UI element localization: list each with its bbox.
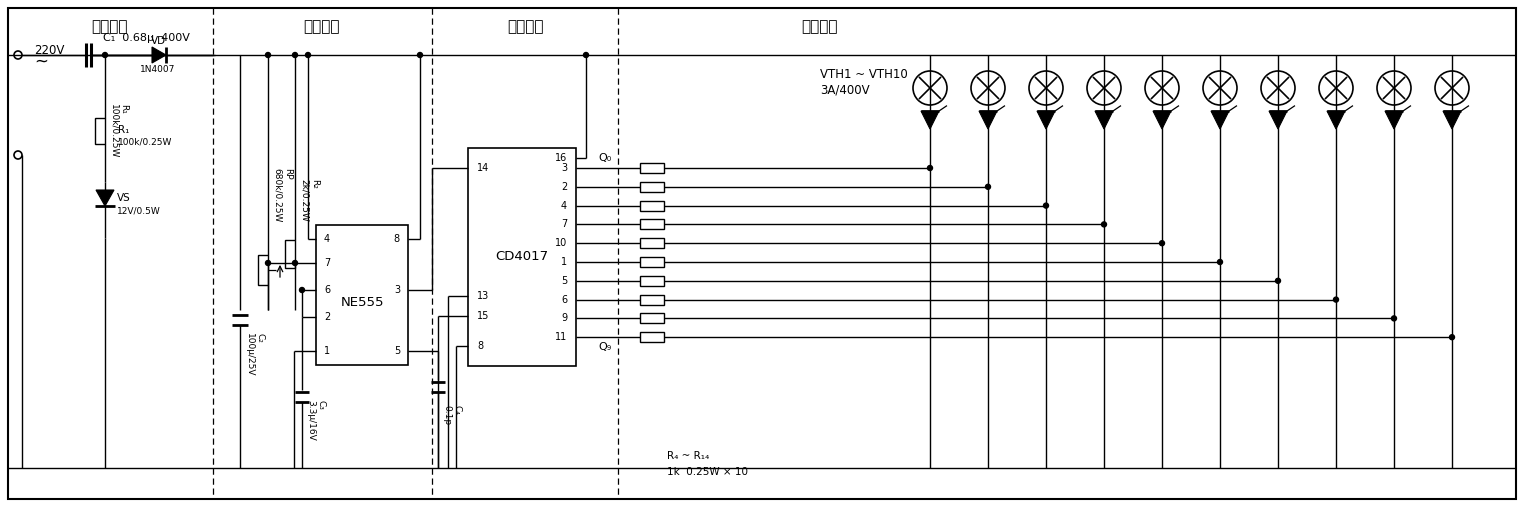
Bar	[640, 295, 664, 305]
Polygon shape	[1036, 111, 1055, 129]
Text: 100k/0.25W: 100k/0.25W	[117, 137, 172, 147]
Polygon shape	[1096, 111, 1113, 129]
Circle shape	[1218, 260, 1222, 265]
Circle shape	[1276, 278, 1280, 283]
Text: 220V: 220V	[34, 44, 64, 56]
Text: VD: VD	[151, 36, 166, 46]
Text: C₂
100μ/25V: C₂ 100μ/25V	[245, 333, 264, 377]
Text: 5: 5	[393, 346, 399, 356]
Bar	[640, 276, 664, 286]
Text: 2: 2	[561, 182, 567, 192]
Text: CD4017: CD4017	[495, 250, 549, 264]
Text: C₄
0.1p: C₄ 0.1p	[442, 405, 462, 425]
Text: 8: 8	[393, 234, 399, 244]
Polygon shape	[96, 190, 114, 206]
Bar	[94, 118, 105, 144]
Circle shape	[265, 261, 270, 266]
Text: 14: 14	[477, 163, 489, 173]
Text: C₃
3.3μ/16V: C₃ 3.3μ/16V	[306, 400, 326, 441]
Circle shape	[265, 53, 270, 57]
Circle shape	[300, 287, 305, 293]
Text: 2: 2	[325, 312, 331, 322]
Text: R₂
2k/0.25W: R₂ 2k/0.25W	[300, 178, 320, 222]
Text: 9: 9	[561, 313, 567, 323]
Text: 5: 5	[561, 276, 567, 286]
Text: Q₉: Q₉	[597, 342, 611, 352]
Text: 4: 4	[325, 234, 331, 244]
Text: 13: 13	[477, 291, 489, 301]
Circle shape	[1044, 203, 1049, 208]
Text: 7: 7	[561, 220, 567, 229]
Text: 10: 10	[555, 238, 567, 248]
Polygon shape	[1327, 111, 1346, 129]
Circle shape	[1160, 241, 1164, 246]
Polygon shape	[1154, 111, 1170, 129]
Text: 1N4007: 1N4007	[140, 64, 175, 74]
Text: 3: 3	[393, 285, 399, 295]
Text: 电源电路: 电源电路	[91, 19, 128, 34]
Bar	[640, 201, 664, 210]
Text: C₁  0.68μ  400V: C₁ 0.68μ 400V	[104, 33, 190, 43]
Bar	[640, 332, 664, 342]
Polygon shape	[1212, 111, 1228, 129]
Text: 12V/0.5W: 12V/0.5W	[117, 206, 160, 215]
Circle shape	[1102, 222, 1106, 227]
Bar	[315, 225, 408, 365]
Text: 译码电路: 译码电路	[507, 19, 543, 34]
Circle shape	[1391, 316, 1396, 321]
Text: NE555: NE555	[340, 297, 384, 309]
Circle shape	[418, 53, 422, 57]
Circle shape	[1334, 297, 1338, 302]
Text: 光源电路: 光源电路	[802, 19, 838, 34]
Bar	[640, 182, 664, 192]
Text: 1k  0.25W × 10: 1k 0.25W × 10	[668, 467, 748, 477]
Text: 15: 15	[477, 311, 489, 321]
Circle shape	[293, 53, 297, 57]
Bar	[640, 163, 664, 173]
Text: R₄ ~ R₁₄: R₄ ~ R₁₄	[668, 451, 709, 461]
Circle shape	[305, 53, 311, 57]
Circle shape	[102, 53, 108, 57]
Polygon shape	[1269, 111, 1286, 129]
Polygon shape	[152, 47, 166, 63]
Text: 4: 4	[561, 201, 567, 210]
Bar	[640, 313, 664, 323]
Text: 11: 11	[555, 332, 567, 342]
Text: Q₀: Q₀	[597, 153, 611, 163]
Circle shape	[293, 261, 297, 266]
Bar	[258, 255, 268, 285]
Text: 3A/400V: 3A/400V	[820, 84, 870, 96]
Text: R₁: R₁	[117, 125, 130, 135]
Text: 1: 1	[325, 346, 331, 356]
Text: RP
680k/0.25W: RP 680k/0.25W	[273, 168, 293, 222]
Bar	[640, 220, 664, 229]
Circle shape	[986, 185, 991, 189]
Bar	[468, 148, 576, 366]
Polygon shape	[978, 111, 997, 129]
Circle shape	[584, 53, 588, 57]
Text: 16: 16	[555, 153, 567, 163]
Text: 3: 3	[561, 163, 567, 173]
Circle shape	[928, 165, 933, 170]
Polygon shape	[920, 111, 939, 129]
Text: R₁
100k/0.25W: R₁ 100k/0.25W	[110, 104, 128, 158]
Text: 6: 6	[561, 295, 567, 305]
Bar	[640, 238, 664, 248]
Text: VS: VS	[117, 193, 131, 203]
Text: 6: 6	[325, 285, 331, 295]
Bar	[640, 257, 664, 267]
Circle shape	[1449, 335, 1454, 340]
Bar	[285, 240, 296, 268]
Text: ~: ~	[34, 53, 47, 71]
Text: 8: 8	[477, 341, 483, 351]
Polygon shape	[1443, 111, 1462, 129]
Polygon shape	[1385, 111, 1404, 129]
Text: 1: 1	[561, 257, 567, 267]
Text: VTH1 ~ VTH10: VTH1 ~ VTH10	[820, 68, 908, 82]
Text: 7: 7	[325, 258, 331, 268]
Text: 震荡电路: 震荡电路	[303, 19, 340, 34]
